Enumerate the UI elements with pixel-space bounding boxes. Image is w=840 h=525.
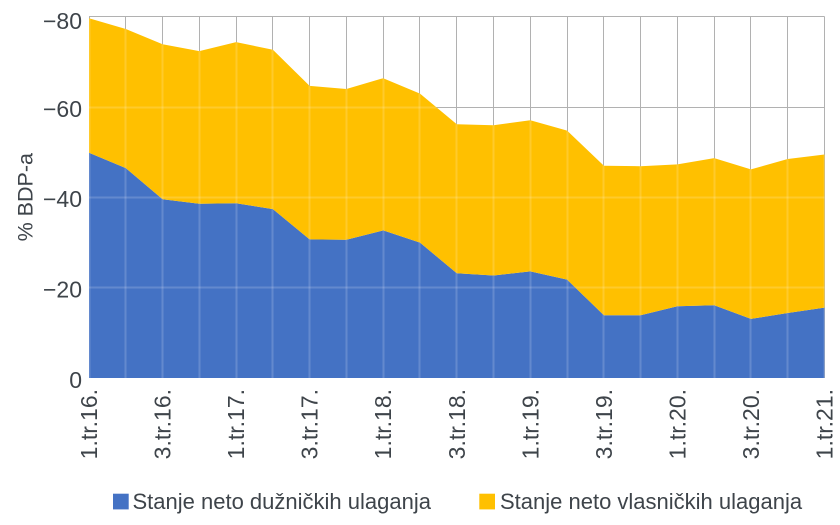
svg-text:1.tr.18.: 1.tr.18.	[370, 389, 396, 459]
svg-text:3.tr.19.: 3.tr.19.	[591, 389, 617, 459]
svg-text:3.tr.16.: 3.tr.16.	[150, 389, 176, 459]
svg-text:3.tr.17.: 3.tr.17.	[297, 389, 323, 459]
svg-text:1.tr.17.: 1.tr.17.	[223, 389, 249, 459]
svg-text:Stanje neto vlasničkih ulaganj: Stanje neto vlasničkih ulaganja	[500, 489, 803, 514]
svg-text:1.tr.20.: 1.tr.20.	[664, 389, 690, 459]
svg-text:−60: −60	[43, 96, 82, 122]
svg-text:−80: −80	[43, 8, 82, 34]
svg-text:1.tr.16.: 1.tr.16.	[76, 389, 102, 459]
svg-text:3.tr.20.: 3.tr.20.	[738, 389, 764, 459]
svg-text:3.tr.18.: 3.tr.18.	[444, 389, 470, 459]
svg-text:−20: −20	[43, 277, 82, 303]
svg-text:1.tr.21.: 1.tr.21.	[812, 389, 838, 459]
svg-text:1.tr.19.: 1.tr.19.	[517, 389, 543, 459]
svg-text:−40: −40	[43, 186, 82, 212]
svg-text:% BDP-a: % BDP-a	[14, 153, 38, 241]
svg-text:0: 0	[69, 367, 82, 393]
svg-text:Stanje neto dužničkih ulaganja: Stanje neto dužničkih ulaganja	[133, 489, 432, 514]
